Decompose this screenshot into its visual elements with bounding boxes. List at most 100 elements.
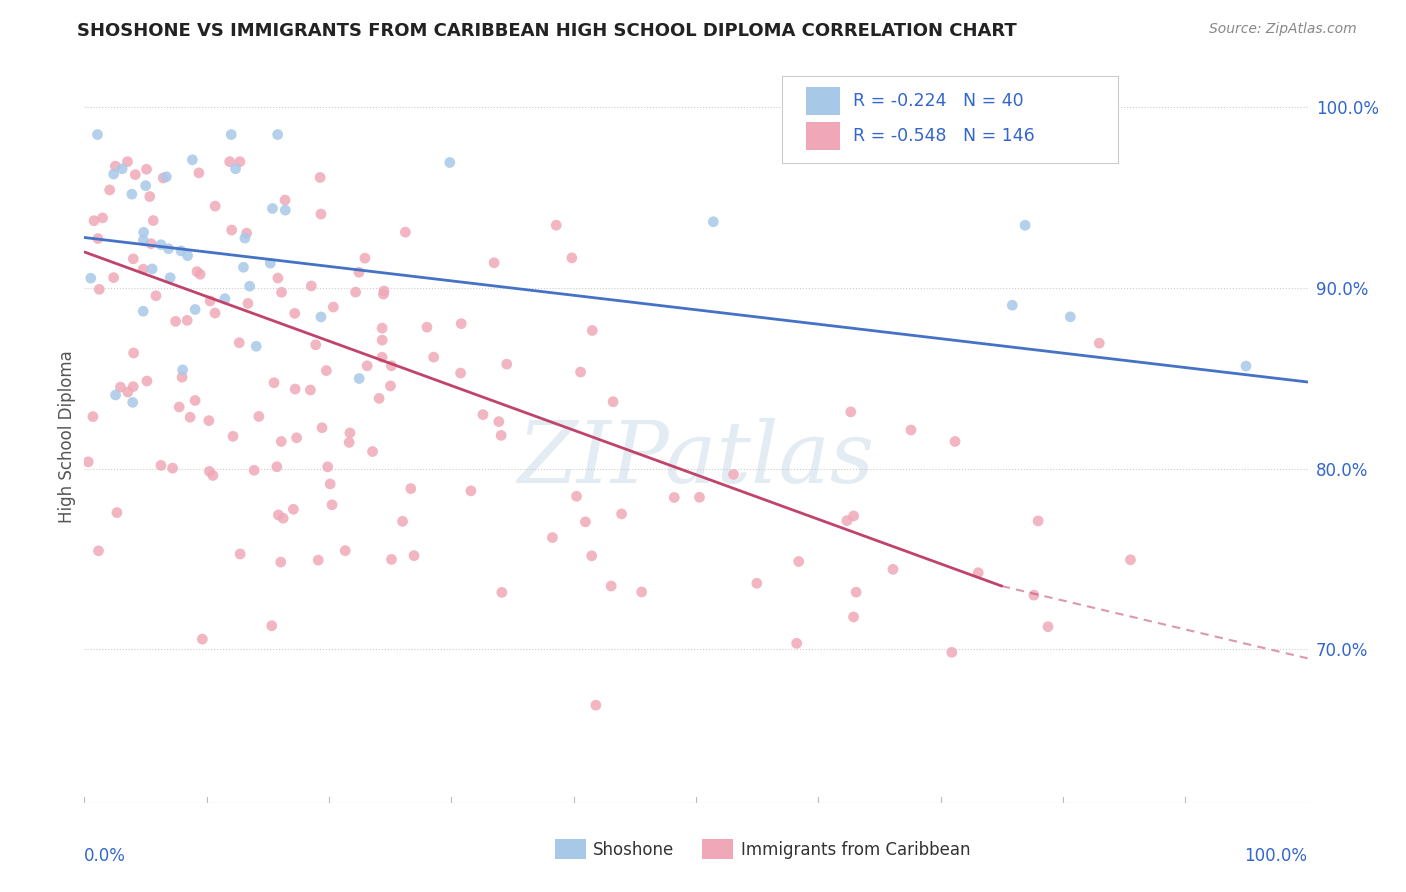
- Point: [104, 388, 127, 402]
- Point: [198, 464, 221, 478]
- Point: [198, 414, 221, 428]
- Point: [482, 256, 505, 270]
- Point: [262, 202, 284, 216]
- Point: [600, 579, 623, 593]
- Point: [157, 242, 180, 256]
- Point: [103, 167, 125, 181]
- Point: [181, 153, 204, 167]
- Point: [89, 282, 111, 296]
- Point: [495, 357, 517, 371]
- Point: [491, 585, 513, 599]
- Point: [664, 491, 686, 505]
- Point: [307, 553, 329, 567]
- Point: [309, 207, 332, 221]
- Point: [87, 231, 110, 245]
- Point: [285, 431, 308, 445]
- Point: [204, 199, 226, 213]
- Point: [204, 306, 226, 320]
- Point: [399, 482, 422, 496]
- Point: [402, 549, 425, 563]
- Point: [132, 225, 155, 239]
- Point: [266, 128, 288, 142]
- Point: [132, 233, 155, 247]
- Point: [368, 392, 391, 406]
- Point: [373, 287, 395, 301]
- Point: [201, 468, 224, 483]
- Point: [943, 434, 966, 449]
- Point: [422, 350, 444, 364]
- Point: [471, 408, 494, 422]
- FancyBboxPatch shape: [555, 838, 586, 859]
- Point: [184, 302, 207, 317]
- Point: [284, 382, 307, 396]
- FancyBboxPatch shape: [806, 122, 841, 150]
- Point: [167, 400, 190, 414]
- Text: ZIPatlas: ZIPatlas: [517, 417, 875, 500]
- Point: [141, 261, 163, 276]
- Point: [228, 335, 250, 350]
- Point: [723, 467, 745, 482]
- Point: [602, 394, 624, 409]
- Point: [117, 384, 139, 399]
- Point: [380, 379, 402, 393]
- Point: [361, 444, 384, 458]
- Point: [132, 262, 155, 277]
- Point: [176, 249, 198, 263]
- Y-axis label: High School Diploma: High School Diploma: [58, 351, 76, 524]
- Point: [149, 458, 172, 473]
- Point: [439, 155, 461, 169]
- Point: [122, 379, 145, 393]
- Point: [450, 366, 472, 380]
- Point: [900, 423, 922, 437]
- Point: [842, 610, 865, 624]
- Point: [233, 231, 256, 245]
- Point: [270, 434, 292, 449]
- Point: [243, 463, 266, 477]
- Point: [221, 223, 243, 237]
- Point: [967, 566, 990, 580]
- Point: [319, 477, 342, 491]
- Point: [321, 498, 343, 512]
- Point: [82, 409, 104, 424]
- Point: [135, 178, 157, 193]
- Point: [1026, 514, 1049, 528]
- Point: [882, 562, 904, 576]
- Point: [267, 508, 290, 522]
- Point: [1014, 219, 1036, 233]
- Point: [270, 285, 292, 300]
- Text: SHOSHONE VS IMMIGRANTS FROM CARIBBEAN HIGH SCHOOL DIPLOMA CORRELATION CHART: SHOSHONE VS IMMIGRANTS FROM CARIBBEAN HI…: [77, 22, 1017, 40]
- Point: [150, 237, 173, 252]
- Text: Immigrants from Caribbean: Immigrants from Caribbean: [741, 841, 970, 859]
- Point: [267, 271, 290, 285]
- Point: [354, 251, 377, 265]
- Point: [266, 459, 288, 474]
- Point: [172, 363, 194, 377]
- Point: [139, 189, 162, 203]
- Point: [309, 310, 332, 324]
- Point: [83, 213, 105, 227]
- Point: [1119, 553, 1142, 567]
- Point: [122, 346, 145, 360]
- Point: [347, 265, 370, 279]
- Point: [284, 306, 307, 320]
- Point: [235, 226, 257, 240]
- Point: [702, 215, 724, 229]
- Point: [581, 549, 603, 563]
- Point: [1234, 359, 1257, 373]
- Point: [371, 333, 394, 347]
- Point: [222, 429, 245, 443]
- Point: [1059, 310, 1081, 324]
- Point: [135, 162, 157, 177]
- Point: [77, 455, 100, 469]
- Point: [179, 410, 201, 425]
- Point: [136, 374, 159, 388]
- Point: [274, 203, 297, 218]
- Point: [574, 515, 596, 529]
- Point: [373, 284, 395, 298]
- Point: [170, 370, 193, 384]
- Point: [232, 260, 254, 275]
- Point: [546, 218, 568, 232]
- Point: [117, 154, 139, 169]
- FancyBboxPatch shape: [782, 77, 1118, 163]
- Point: [214, 292, 236, 306]
